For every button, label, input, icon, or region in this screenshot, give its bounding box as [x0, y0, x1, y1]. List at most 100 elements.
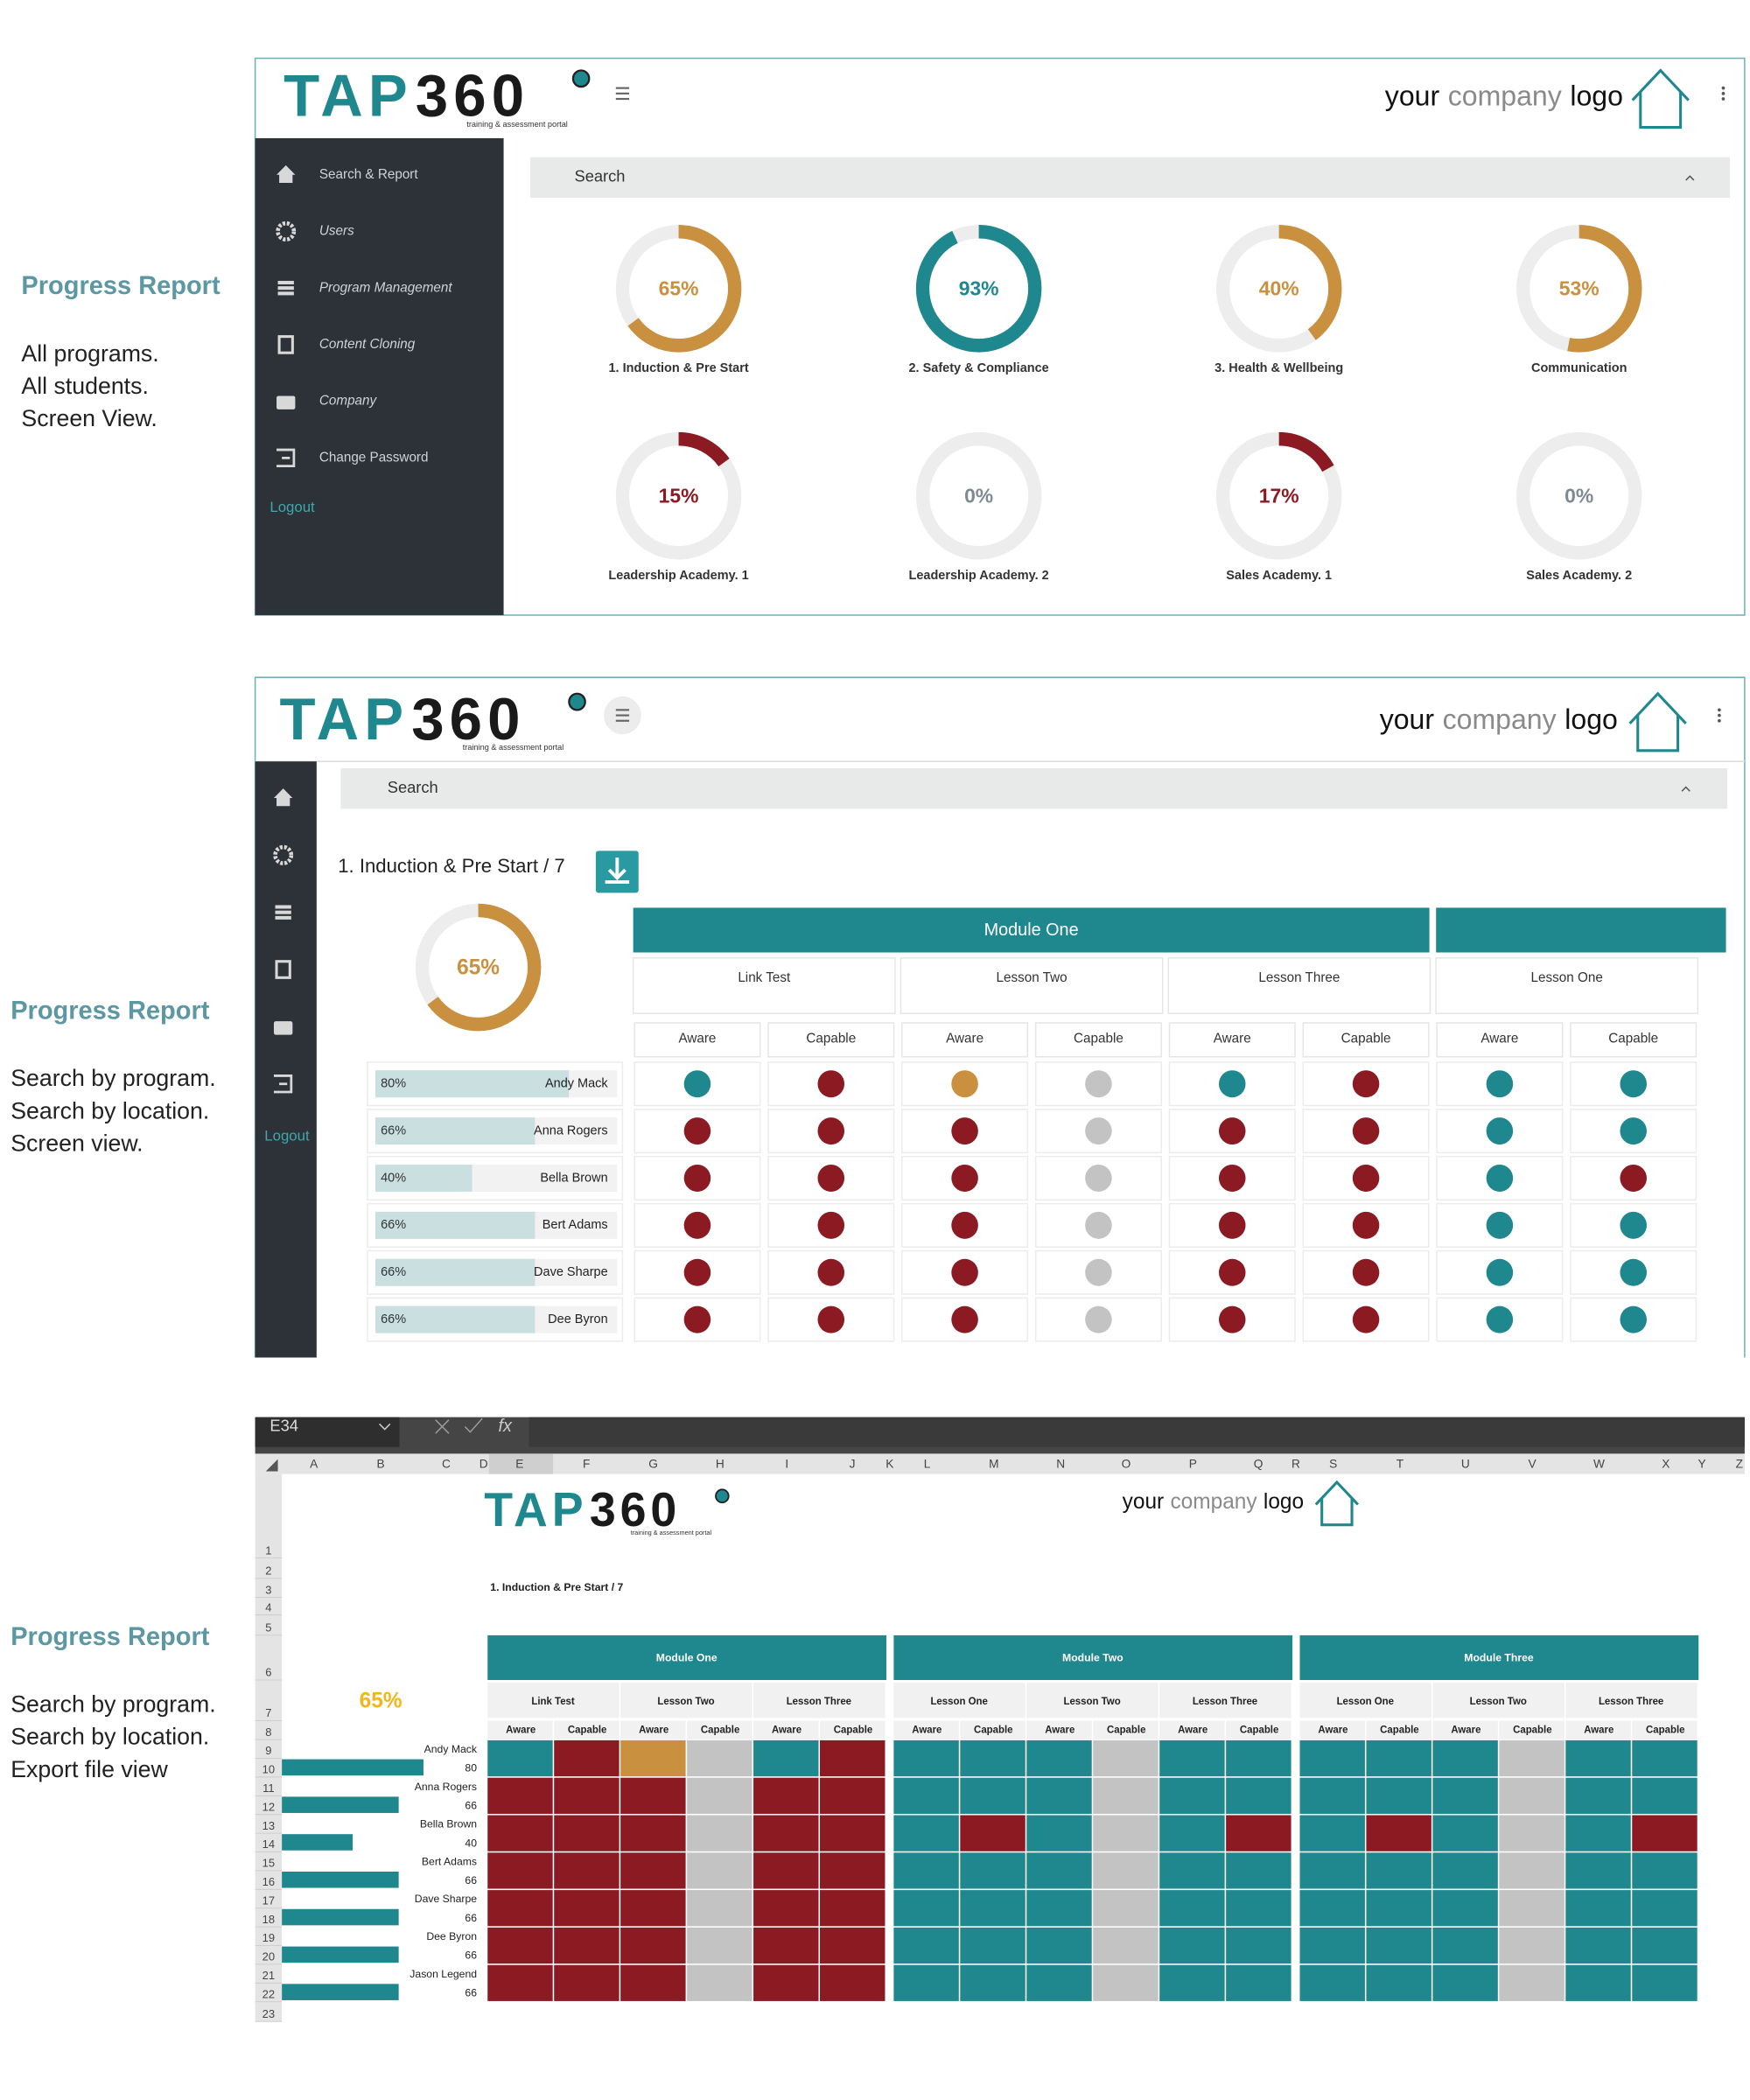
- search-caret: [1681, 786, 1690, 792]
- status-cell: [893, 1740, 959, 1777]
- status-cell: [767, 1202, 895, 1248]
- status-cell: [1432, 1815, 1498, 1852]
- status-cell: [1499, 1890, 1564, 1927]
- sidebar: [255, 137, 504, 615]
- nav-item[interactable]: Users: [319, 223, 354, 238]
- status-cell: [487, 1815, 553, 1852]
- level-cell: [1302, 1022, 1430, 1058]
- status-cell: [960, 1927, 1026, 1964]
- nav-icon: [275, 905, 291, 909]
- level-name: Capable: [568, 1725, 607, 1735]
- status-cell: [687, 1890, 752, 1927]
- column-letter: M: [989, 1456, 998, 1470]
- donut-track: [915, 431, 1042, 560]
- nav-item[interactable]: Program Management: [319, 280, 452, 295]
- panel-heading: Progress Report: [10, 1623, 209, 1651]
- company-logo: your company logo: [1380, 703, 1618, 734]
- status-cell: [820, 1927, 886, 1964]
- level-name: Aware: [772, 1725, 802, 1735]
- status-dot: [1218, 1211, 1246, 1239]
- nav-item[interactable]: Search & Report: [319, 167, 418, 182]
- status-cell: [1499, 1740, 1564, 1777]
- status-dot: [1620, 1258, 1647, 1286]
- status-dot: [1486, 1211, 1514, 1239]
- panel-line: Search by location.: [10, 1724, 209, 1750]
- status-cell: [1366, 1815, 1432, 1852]
- status-cell: [753, 1852, 819, 1889]
- level-cell: [487, 1720, 553, 1740]
- row-number: 21: [262, 1969, 275, 1982]
- status-cell: [1226, 1777, 1292, 1814]
- brand-tagline: training & assessment portal: [466, 120, 568, 129]
- level-cell: [753, 1720, 819, 1740]
- column-letter: G: [648, 1456, 658, 1470]
- lesson-cell: [1435, 956, 1699, 1014]
- nav-item[interactable]: Change Password: [319, 450, 429, 465]
- lesson-name: Lesson Three: [787, 1697, 852, 1707]
- status-cell: [1159, 1852, 1225, 1889]
- nav-item[interactable]: Company: [319, 394, 378, 409]
- status-cell: [554, 1890, 620, 1927]
- donut-label: 53%: [1559, 276, 1600, 299]
- module-name: Module Two: [1062, 1651, 1124, 1663]
- brand-tagline: training & assessment portal: [631, 1529, 712, 1536]
- donut-arc: [1215, 431, 1342, 560]
- status-cell: [1499, 1815, 1564, 1852]
- status-cell: [893, 1852, 959, 1889]
- more-menu: [1718, 708, 1721, 712]
- status-cell: [1093, 1777, 1158, 1814]
- status-cell: [1499, 1852, 1564, 1889]
- status-cell: [753, 1815, 819, 1852]
- status-cell: [487, 1740, 553, 1777]
- status-dot: [817, 1164, 845, 1192]
- row-number: 5: [265, 1621, 271, 1634]
- status-cell: [820, 1890, 886, 1927]
- module-header: [893, 1634, 1293, 1680]
- lesson-cell: [1565, 1683, 1698, 1718]
- student-percent: 66%: [381, 1265, 406, 1279]
- panel-line: Export file view: [10, 1756, 168, 1782]
- status-cell: [820, 1964, 886, 2001]
- donut-label: 0%: [964, 484, 993, 507]
- house-icon: [1631, 68, 1690, 130]
- lesson-name: Lesson One: [1337, 1697, 1395, 1707]
- status-cell: [1159, 1964, 1225, 2001]
- row-number: 3: [265, 1583, 271, 1596]
- search-bar[interactable]: [340, 767, 1728, 809]
- company-logo-word: your: [1385, 80, 1440, 111]
- status-cell: [753, 1964, 819, 2001]
- brand-logo: 360: [411, 686, 525, 752]
- level-cell: [1159, 1720, 1225, 1740]
- donut-arc: [1215, 225, 1342, 353]
- donut-arc: [615, 225, 742, 353]
- status-dot: [1620, 1070, 1647, 1098]
- status-cell: [1366, 1927, 1432, 1964]
- program-name: Sales Academy. 1: [1226, 569, 1332, 583]
- brand-badge: [715, 1488, 730, 1504]
- level-cell: [893, 1720, 959, 1740]
- status-cell: [554, 1927, 620, 1964]
- logout-link[interactable]: Logout: [264, 1127, 310, 1144]
- status-dot: [683, 1211, 711, 1239]
- overall-percent: 65%: [360, 1689, 402, 1712]
- level-cell: [687, 1720, 752, 1740]
- progress-bar: [282, 1796, 399, 1813]
- level-name: Aware: [1584, 1725, 1614, 1735]
- lesson-cell: [753, 1683, 886, 1718]
- nav-icon: [276, 396, 296, 410]
- status-cell: [1632, 1740, 1698, 1777]
- status-cell: [1565, 1890, 1631, 1927]
- status-dot: [817, 1306, 845, 1334]
- nav-item[interactable]: Content Cloning: [319, 337, 416, 352]
- level-name: Capable: [1646, 1725, 1685, 1735]
- row-number: 9: [265, 1744, 271, 1757]
- level-cell: [1565, 1720, 1631, 1740]
- student-percent: 66: [465, 1950, 477, 1962]
- nav-icon: [276, 448, 296, 468]
- level-name: Capable: [701, 1725, 740, 1735]
- student-name: Dave Sharpe: [534, 1265, 608, 1279]
- lesson-cell: [1159, 1683, 1292, 1718]
- lesson-name: Lesson Three: [1599, 1697, 1664, 1707]
- logout-link[interactable]: Logout: [270, 499, 315, 515]
- search-bar[interactable]: [530, 157, 1731, 199]
